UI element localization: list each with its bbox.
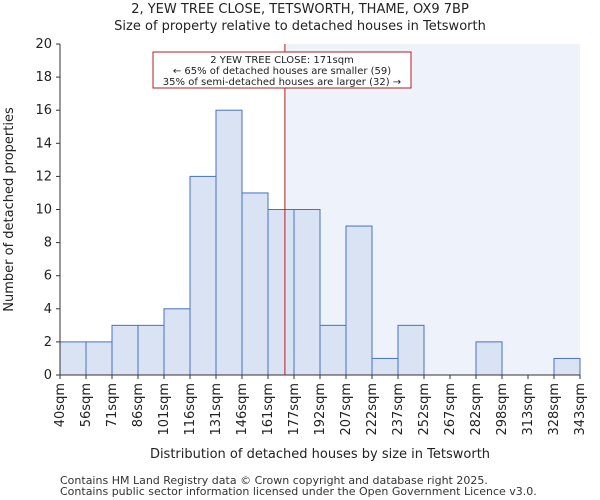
bar-177sqm	[293, 209, 321, 376]
y-tick-label: 8	[44, 236, 52, 251]
x-tick-label: 298sqm	[495, 383, 510, 436]
bar-222sqm	[371, 357, 399, 376]
bar-86sqm	[137, 324, 165, 376]
x-tick-label: 313sqm	[521, 383, 536, 436]
x-tick-label: 177sqm	[287, 383, 302, 436]
bar-146sqm	[241, 192, 269, 376]
x-tick-label: 267sqm	[443, 383, 458, 436]
annotation-line-2: ← 65% of detached houses are smaller (59…	[173, 66, 391, 77]
bar-207sqm	[345, 225, 373, 376]
x-tick-label: 207sqm	[339, 383, 354, 436]
chart-title: Size of property relative to detached ho…	[114, 19, 486, 34]
x-tick-label: 192sqm	[313, 383, 328, 436]
x-tick-label: 222sqm	[365, 383, 380, 436]
bar-282sqm	[475, 341, 503, 376]
annotation-line-1: 2 YEW TREE CLOSE: 171sqm	[210, 55, 354, 66]
y-tick-label: 4	[44, 302, 52, 317]
y-tick-label: 20	[35, 37, 52, 52]
bar-192sqm	[319, 324, 347, 376]
x-tick-label: 116sqm	[183, 383, 198, 436]
bar-116sqm	[189, 175, 217, 376]
x-tick-label: 71sqm	[105, 383, 120, 427]
y-tick-label: 12	[35, 169, 52, 184]
y-tick-label: 14	[35, 136, 52, 151]
x-tick-label: 40sqm	[53, 383, 68, 427]
bar-237sqm	[397, 324, 425, 376]
x-tick-label: 328sqm	[547, 383, 562, 436]
bar-101sqm	[163, 308, 191, 376]
footer-licence: Contains public sector information licen…	[60, 485, 537, 498]
x-tick-label: 56sqm	[79, 383, 94, 427]
x-tick-label: 252sqm	[417, 383, 432, 436]
x-tick-label: 86sqm	[131, 383, 146, 427]
annotation-line-3: 35% of semi-detached houses are larger (…	[163, 77, 401, 88]
x-tick-label: 282sqm	[469, 383, 484, 436]
bar-328sqm	[553, 357, 581, 376]
y-tick-label: 10	[35, 203, 52, 218]
y-tick-label: 0	[44, 368, 52, 383]
bar-40sqm	[59, 341, 87, 376]
bar-71sqm	[111, 324, 139, 376]
larger-region-shade	[284, 44, 580, 375]
x-tick-label: 131sqm	[209, 383, 224, 436]
bar-56sqm	[85, 341, 113, 376]
x-axis-title: Distribution of detached houses by size …	[150, 447, 490, 462]
chart-title-address: 2, YEW TREE CLOSE, TETSWORTH, THAME, OX9…	[131, 2, 469, 17]
y-tick-label: 18	[35, 70, 52, 85]
bar-161sqm	[267, 209, 295, 376]
footer-land-registry: Contains HM Land Registry data © Crown c…	[60, 474, 488, 487]
y-tick-label: 2	[44, 335, 52, 350]
x-tick-label: 161sqm	[261, 383, 276, 436]
y-tick-label: 6	[44, 269, 52, 284]
x-tick-label: 146sqm	[235, 383, 250, 436]
x-tick-label: 343sqm	[573, 383, 588, 436]
annotation-box	[152, 51, 412, 89]
x-tick-label: 101sqm	[157, 383, 172, 436]
x-tick-label: 237sqm	[391, 383, 406, 436]
y-axis-title: Number of detached properties	[2, 107, 17, 312]
bar-131sqm	[215, 109, 243, 376]
y-tick-label: 16	[35, 103, 52, 118]
